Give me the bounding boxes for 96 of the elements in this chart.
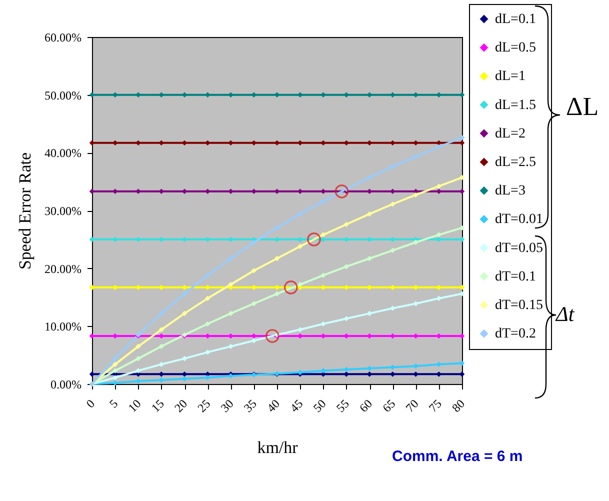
point	[284, 280, 298, 294]
point	[112, 368, 118, 374]
legend-label: dL=0.1	[495, 12, 536, 27]
legend-label: dL=2	[495, 126, 526, 142]
point	[136, 140, 141, 146]
x-tick-label: 15	[148, 396, 167, 415]
legend-label: dL=2.5	[495, 155, 536, 170]
legend-label: dL=3	[495, 184, 526, 199]
point	[228, 92, 234, 98]
point	[158, 326, 164, 332]
point	[320, 92, 326, 98]
point	[112, 374, 118, 380]
y-tick-label: 20.00%	[44, 262, 82, 276]
point	[204, 321, 210, 326]
y-axis-title: Speed Error Rate	[16, 152, 35, 270]
point	[366, 211, 372, 217]
legend-label: dL=1.5	[495, 98, 536, 113]
legend-label: dL=0.5	[495, 40, 536, 56]
point	[112, 356, 118, 362]
point	[413, 192, 418, 198]
point	[390, 248, 396, 254]
x-tick-label: 35	[240, 396, 260, 415]
point	[297, 282, 303, 288]
text: ΔL	[566, 92, 599, 122]
legend-label: dT=0.1	[495, 269, 536, 284]
point	[413, 300, 418, 306]
point	[344, 264, 350, 270]
point	[436, 184, 442, 189]
y-tick-label: 40.00%	[44, 146, 82, 160]
x-tick-label: 20	[172, 396, 190, 415]
point	[366, 256, 372, 262]
point	[158, 310, 164, 316]
point	[390, 201, 396, 207]
point	[436, 144, 442, 150]
x-tick-label: 10	[125, 396, 144, 415]
point	[320, 198, 326, 204]
x-tick-label: 75	[426, 396, 444, 415]
point	[251, 268, 257, 274]
point	[320, 272, 326, 278]
x-tick-label: 65	[380, 396, 398, 415]
point	[297, 244, 303, 250]
text: Δt	[556, 302, 574, 327]
x-tick-label: 80	[449, 396, 468, 415]
point	[320, 232, 326, 238]
point	[334, 184, 349, 198]
point	[274, 256, 280, 262]
point	[204, 350, 210, 355]
y-tick-label: 60.00%	[44, 30, 82, 44]
point	[136, 92, 141, 98]
y-tick-label: 30.00%	[44, 204, 82, 218]
point	[413, 372, 418, 377]
x-tick-label: 70	[402, 396, 422, 415]
y-tick-label: 50.00%	[44, 88, 82, 102]
y-tick-label: 0.00%	[50, 378, 82, 392]
x-tick-label: 30	[218, 396, 236, 415]
point	[251, 300, 257, 306]
y-tick-label: 10.00%	[44, 320, 82, 334]
legend-label: dL=1	[495, 69, 526, 84]
point	[413, 140, 418, 146]
point	[204, 296, 210, 302]
point	[182, 310, 188, 316]
x-tick-label: 45	[287, 396, 306, 415]
point	[413, 154, 418, 160]
point	[436, 232, 442, 238]
point	[413, 92, 418, 98]
point	[320, 321, 326, 326]
legend-label: dT=0.15	[495, 298, 543, 313]
legend-label: dT=0.01	[495, 212, 543, 228]
point	[320, 140, 326, 146]
x-tick-label: 40	[264, 396, 282, 415]
point	[251, 240, 257, 245]
legend-label: dT=0.2	[495, 326, 536, 342]
x-axis-title: km/hr	[257, 438, 298, 458]
point	[158, 362, 164, 367]
x-tick-label: 5	[106, 396, 121, 411]
point	[228, 140, 234, 146]
point	[112, 362, 118, 367]
x-tick-label: 60	[356, 396, 375, 415]
point	[413, 240, 418, 245]
text: Comm. Area = 6 m	[392, 448, 523, 465]
point	[390, 164, 396, 170]
point	[459, 174, 465, 180]
point	[307, 232, 321, 246]
point	[366, 174, 372, 180]
point	[265, 329, 280, 343]
legend-label: dT=0.05	[495, 240, 543, 256]
point	[297, 211, 303, 217]
point	[204, 272, 210, 278]
x-tick-label: 55	[333, 396, 352, 415]
x-tick-label: 0	[83, 396, 98, 411]
point	[136, 368, 141, 374]
point	[344, 222, 350, 228]
x-tick-label: 50	[310, 396, 329, 415]
x-tick-label: 25	[194, 396, 214, 415]
point	[459, 134, 465, 140]
point	[158, 344, 164, 350]
